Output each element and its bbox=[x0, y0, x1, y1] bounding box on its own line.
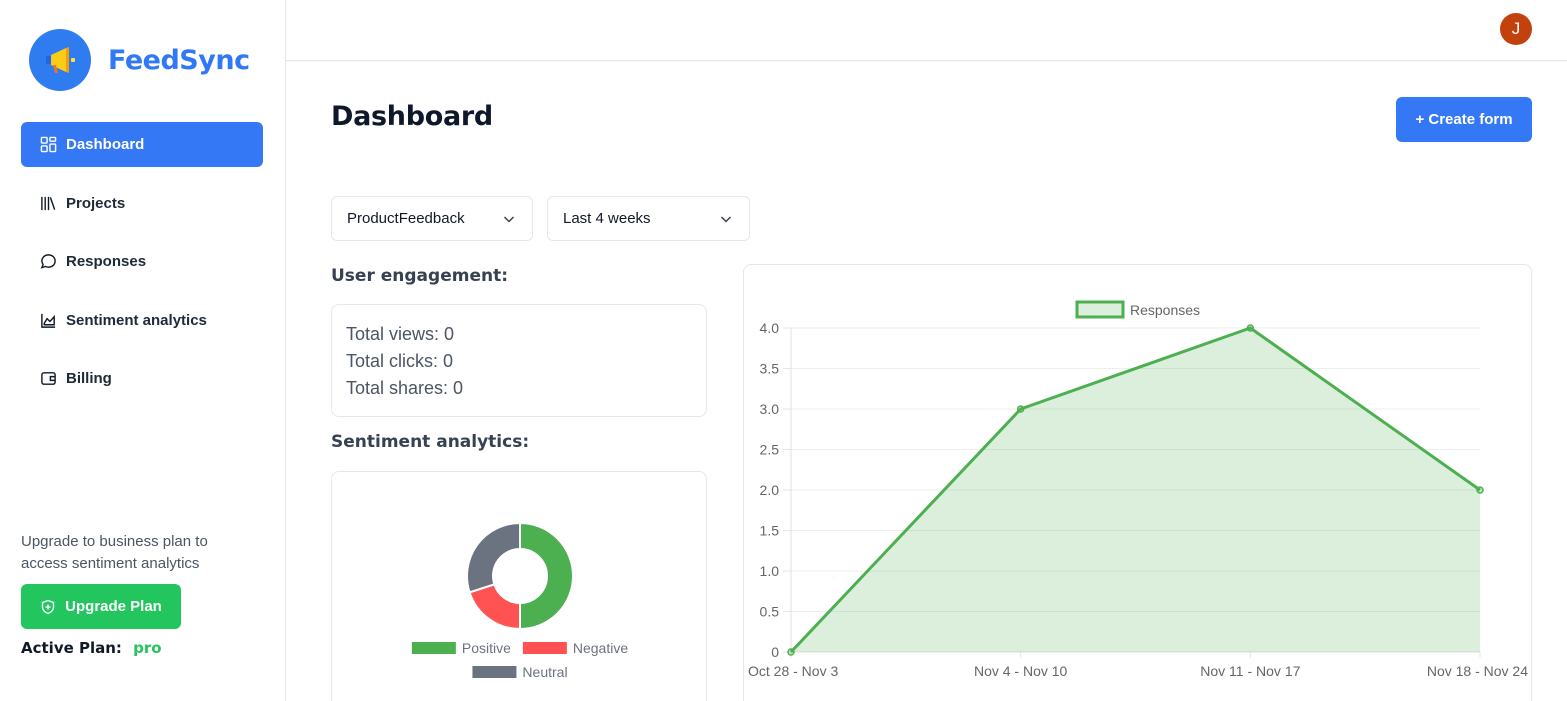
sentiment-donut-chart: Positive Negative Neutral bbox=[411, 521, 628, 680]
sidebar: FeedSync Dashboard Projects bbox=[0, 0, 286, 701]
y-tick-label: 1.0 bbox=[760, 563, 780, 579]
y-tick-label: 3.0 bbox=[760, 401, 780, 417]
y-tick-label: 0 bbox=[771, 644, 779, 660]
data-point bbox=[1246, 324, 1255, 332]
project-select-value: ProductFeedback bbox=[347, 210, 465, 227]
chat-bubble-icon bbox=[39, 253, 57, 271]
active-plan: Active Plan: pro bbox=[21, 639, 162, 657]
engagement-heading: User engagement: bbox=[331, 266, 508, 286]
avatar[interactable]: J bbox=[1500, 13, 1532, 45]
shield-plus-icon bbox=[41, 599, 55, 614]
project-select[interactable]: ProductFeedback bbox=[331, 196, 533, 241]
legend-label-responses: Responses bbox=[1130, 302, 1200, 318]
brand[interactable]: FeedSync bbox=[29, 29, 250, 91]
legend-label-negative: Negative bbox=[573, 640, 628, 656]
megaphone-icon bbox=[29, 29, 91, 91]
wallet-icon bbox=[39, 370, 57, 388]
legend-swatch-responses bbox=[1075, 300, 1125, 319]
upgrade-plan-label: Upgrade Plan bbox=[65, 598, 162, 615]
active-plan-label: Active Plan: bbox=[21, 639, 122, 657]
legend-swatch-negative bbox=[522, 642, 567, 654]
y-tick-label: 2.5 bbox=[760, 442, 780, 458]
active-plan-value: pro bbox=[133, 639, 162, 657]
y-tick-label: 1.5 bbox=[760, 523, 780, 539]
sidebar-item-label: Billing bbox=[66, 370, 112, 387]
y-tick-label: 4.0 bbox=[760, 320, 780, 336]
sidebar-item-label: Responses bbox=[66, 253, 147, 270]
series-line-responses bbox=[789, 326, 1481, 654]
sidebar-item-label: Dashboard bbox=[66, 136, 145, 153]
sidebar-item-responses[interactable]: Responses bbox=[21, 239, 263, 284]
responses-chart-card: 0 0.5 1.0 1.5 2.0 2.5 3.0 3.5 4.0 Oct 28 - Nov 3 N… bbox=[743, 264, 1532, 701]
date-range-select-value: Last 4 weeks bbox=[563, 210, 651, 227]
create-form-button[interactable]: + Create form bbox=[1396, 97, 1532, 142]
total-views: Total views: 0 bbox=[346, 324, 455, 344]
donut-slice-neutral bbox=[466, 521, 521, 594]
legend-label-neutral: Neutral bbox=[522, 664, 567, 680]
legend-label-positive: Positive bbox=[462, 640, 511, 656]
page-title: Dashboard bbox=[331, 101, 493, 132]
sentiment-card: Positive Negative Neutral bbox=[331, 471, 707, 701]
sidebar-item-label: Sentiment analytics bbox=[66, 311, 207, 329]
brand-name: FeedSync bbox=[108, 44, 250, 76]
responses-line-chart: 0 0.5 1.0 1.5 2.0 2.5 3.0 3.5 4.0 Oct 28 - Nov 3 N… bbox=[748, 300, 1528, 679]
legend-swatch-positive bbox=[411, 642, 456, 654]
date-range-select[interactable]: Last 4 weeks bbox=[547, 196, 750, 241]
x-tick-label: Nov 18 - Nov 24 bbox=[1427, 663, 1528, 679]
data-point bbox=[1016, 405, 1025, 413]
y-tick-label: 2.0 bbox=[760, 482, 780, 498]
chevron-down-icon bbox=[720, 216, 732, 223]
topbar: J bbox=[286, 0, 1567, 61]
data-point bbox=[1476, 486, 1484, 494]
sidebar-item-label: Projects bbox=[66, 194, 126, 212]
x-tick-label: Nov 11 - Nov 17 bbox=[1200, 663, 1300, 679]
chevron-down-icon bbox=[503, 216, 515, 223]
donut-slice-positive bbox=[519, 521, 574, 631]
grid-icon bbox=[39, 136, 57, 154]
y-tick-label: 0.5 bbox=[760, 604, 780, 620]
series-area-responses bbox=[791, 328, 1480, 652]
x-tick-label: Oct 28 - Nov 3 bbox=[748, 663, 838, 679]
sidebar-item-projects[interactable]: Projects bbox=[21, 181, 263, 226]
books-icon bbox=[39, 194, 57, 212]
donut-slice-negative bbox=[468, 583, 521, 631]
data-point bbox=[787, 648, 795, 656]
upgrade-plan-button[interactable]: Upgrade Plan bbox=[21, 584, 181, 629]
engagement-card: Total views: 0 Total clicks: 0 Total sha… bbox=[331, 304, 707, 417]
sentiment-heading: Sentiment analytics: bbox=[331, 432, 530, 452]
sidebar-item-dashboard[interactable]: Dashboard bbox=[21, 122, 263, 167]
sidebar-item-sentiment-analytics[interactable]: Sentiment analytics bbox=[21, 298, 263, 343]
area-chart-icon bbox=[39, 311, 57, 329]
sidebar-item-billing[interactable]: Billing bbox=[21, 356, 263, 401]
total-shares: Total shares: 0 bbox=[346, 378, 464, 398]
x-tick-label: Nov 4 - Nov 10 bbox=[974, 663, 1068, 679]
total-clicks: Total clicks: 0 bbox=[346, 351, 454, 371]
sidebar-nav: Dashboard Projects Responses bbox=[21, 122, 263, 415]
legend-swatch-neutral bbox=[472, 666, 517, 678]
upgrade-hint: Upgrade to business plan to access senti… bbox=[21, 533, 208, 572]
y-tick-label: 3.5 bbox=[760, 361, 780, 377]
